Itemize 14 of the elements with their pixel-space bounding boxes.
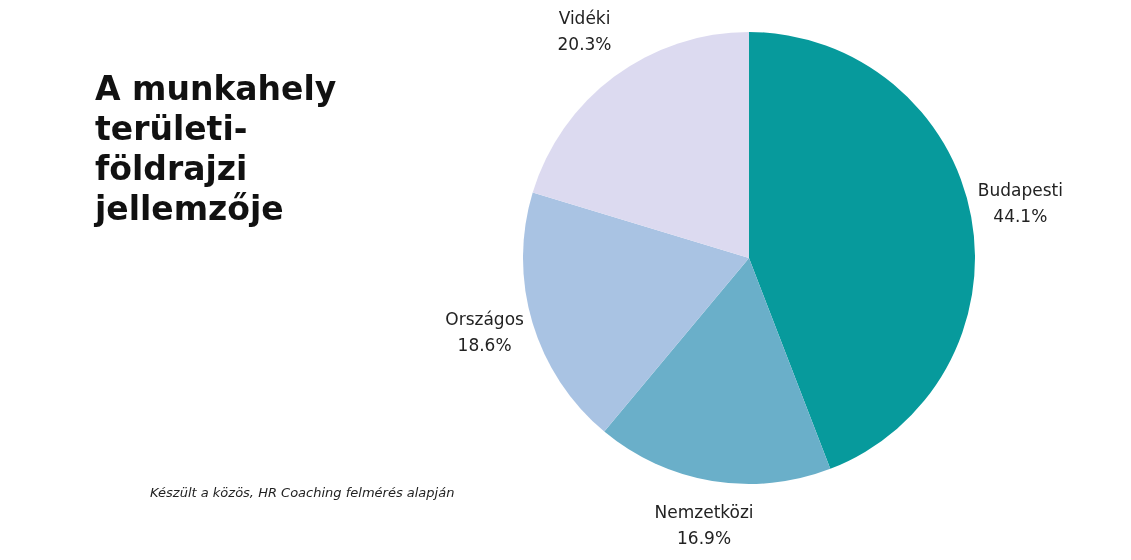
data-label: 18.6% xyxy=(457,335,512,356)
slice-label: Budapesti xyxy=(977,179,1063,200)
data-label: 20.3% xyxy=(557,34,612,55)
pie-slice xyxy=(532,32,749,258)
pie-slice xyxy=(523,192,749,432)
data-label: 16.9% xyxy=(677,528,732,549)
text: A munkahely területi-földrajzi jellemzője xyxy=(93,69,337,228)
slice-label: Vidéki xyxy=(558,8,611,29)
data-label: 44.1% xyxy=(993,205,1048,226)
slice-label: Nemzetközi xyxy=(654,502,754,523)
slice-label: Országos xyxy=(445,309,525,330)
text: Készült a közös, HR Coaching felmérés alapján xyxy=(150,485,455,500)
pie-slice xyxy=(749,32,975,469)
pie-slice xyxy=(604,258,831,484)
